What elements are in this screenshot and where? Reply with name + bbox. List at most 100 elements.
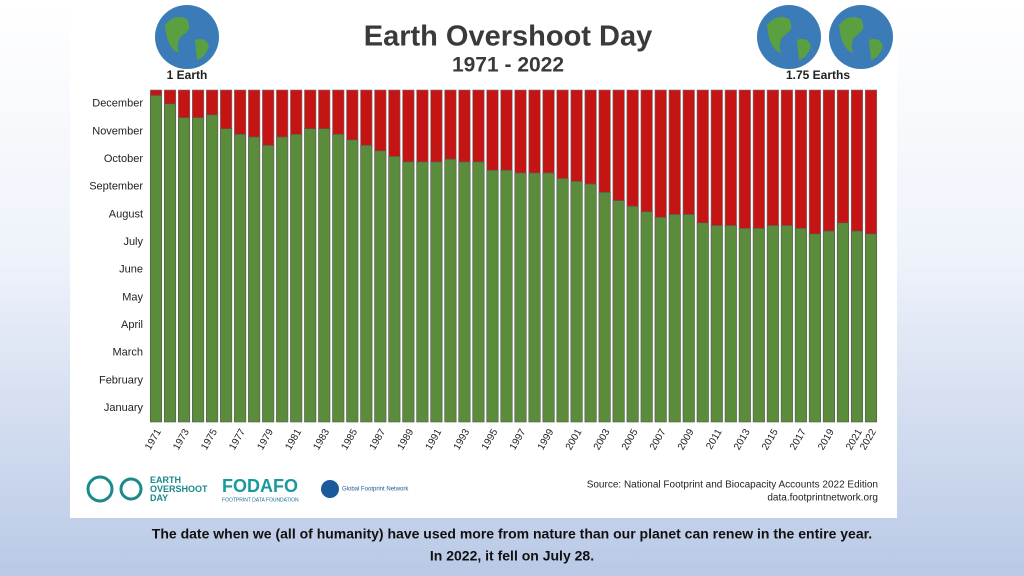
y-tick-label: February [99,374,144,386]
bar [360,145,373,423]
y-tick-label: November [92,125,143,137]
bar [374,150,387,423]
logo-text: EARTH OVERSHOOT DAY [150,476,208,503]
logo-text: Global Footprint Network [342,487,409,493]
bar [794,228,807,423]
bar [388,156,401,423]
remainder-bar [318,89,331,130]
remainder-bar [822,89,835,232]
remainder-bar [808,89,821,235]
chart-title: Earth Overshoot Day [364,21,652,53]
remainder-bar [710,89,723,226]
remainder-bar [724,89,737,226]
y-tick-label: July [123,236,143,248]
remainder-bar [163,89,177,105]
bar [234,133,247,423]
bar [206,114,219,423]
logo-text: FOOTPRINT DATA FOUNDATION [222,497,299,503]
bar [864,233,878,423]
remainder-bar [500,89,513,171]
bar [780,225,793,423]
remainder-bar [682,89,695,215]
remainder-bar [766,89,779,226]
bar [416,161,429,423]
bar [318,128,331,423]
bar [528,172,541,423]
globe [757,5,893,69]
remainder-bar [542,89,555,174]
remainder-bar [416,89,429,163]
remainder-bar [262,89,275,146]
remainder-bar [780,89,793,226]
bar [724,225,737,423]
bar [430,161,443,423]
bar [500,169,513,423]
remainder-bar [304,89,317,130]
remainder-bar [570,89,583,182]
remainder-bar [514,89,527,174]
bar [514,172,527,423]
remainder-bar [248,89,261,138]
remainder-bar [220,89,233,130]
bar [346,139,359,423]
bar [444,158,457,423]
remainder-bar [374,89,387,152]
bar [626,205,639,423]
remainder-bar [290,89,303,135]
bar [458,161,471,423]
bar [192,117,205,423]
bar [220,128,233,423]
globe-label: 1.75 Earths [786,68,850,82]
bar [682,214,695,423]
y-tick-label: March [112,347,143,359]
remainder-bar [836,89,849,224]
remainder-bar [430,89,443,163]
remainder-bar [402,89,415,163]
remainder-bar [864,89,878,235]
bar [163,103,177,423]
remainder-bar [444,89,457,160]
remainder-bar [360,89,373,146]
remainder-bar [696,89,709,224]
bar [262,145,275,423]
bar [850,230,864,423]
logo-text: EARTH OVERSHOOT DAY [150,476,208,503]
remainder-bar [626,89,639,207]
remainder-bar [598,89,611,193]
bar [304,128,317,423]
globe-label: 1 Earth [167,68,208,82]
bar [822,230,835,423]
y-tick-label: August [109,208,143,220]
bar [402,161,415,423]
remainder-bar [458,89,471,163]
bar [696,222,709,423]
y-tick-label: October [104,153,143,165]
bar [738,228,751,423]
remainder-bar [276,89,289,138]
remainder-bar [640,89,653,213]
remainder-bar [332,89,345,135]
bar [556,178,569,423]
remainder-bar [178,89,191,118]
remainder-bar [528,89,541,174]
bar [290,133,303,423]
remainder-bar [206,89,219,116]
logo [321,480,339,498]
bar [808,233,821,423]
remainder-bar [556,89,569,179]
remainder-bar [486,89,499,171]
source: Source: National Footprint and Biocapaci… [587,480,878,491]
bar [584,183,597,423]
y-tick-label: April [121,319,143,331]
remainder-bar [346,89,359,141]
bar [248,136,261,423]
bar [710,225,723,423]
chart-subtitle: 1971 - 2022 [452,54,564,77]
remainder-bar [234,89,247,135]
y-tick-label: September [89,181,143,193]
remainder-bar [752,89,765,229]
remainder-bar [654,89,667,218]
bar [276,136,289,423]
